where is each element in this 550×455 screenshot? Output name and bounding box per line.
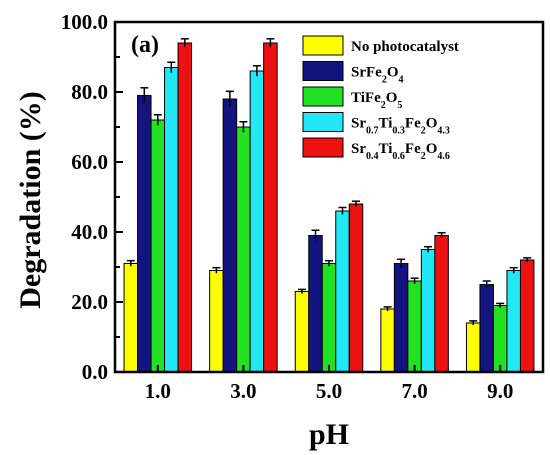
bar [249, 70, 265, 373]
bar [506, 270, 521, 373]
bar [492, 305, 508, 373]
legend-swatch [302, 61, 344, 81]
x-axis-title: pH [309, 418, 349, 451]
panel-label: (a) [131, 32, 159, 58]
bar [380, 308, 395, 373]
ticks-layer: 0.0 20.0 40.0 60.0 80.0 100.0 1.0 3.0 5.0 7.0 9.0 [61, 10, 514, 403]
bar [335, 210, 350, 373]
bar [236, 126, 251, 373]
bar [393, 263, 409, 373]
bar [123, 263, 139, 373]
bar [222, 98, 238, 373]
bar [465, 322, 481, 373]
y-axis-title: Degradation (%) [14, 91, 47, 308]
y-tick-label: 80.0 [71, 80, 108, 104]
x-tick-label: 1.0 [145, 379, 171, 403]
legend-swatch [302, 35, 344, 56]
bar [137, 95, 152, 373]
legend-swatch [302, 86, 344, 107]
y-tick-label: 0.0 [82, 360, 108, 384]
bar [177, 42, 193, 373]
bar [209, 270, 224, 373]
legend-label: SrFe2O4 [351, 65, 404, 86]
bar [321, 263, 337, 373]
bar [434, 235, 449, 373]
bar [294, 291, 310, 373]
legend-swatch [302, 112, 344, 132]
y-tick-label: 100.0 [61, 10, 108, 34]
bar [479, 284, 494, 373]
y-tick-label: 20.0 [71, 290, 108, 314]
x-tick-label: 9.0 [487, 379, 513, 403]
x-tick-label: 5.0 [316, 379, 342, 403]
legend-label: No photocatalyst [351, 39, 459, 55]
y-tick-label: 40.0 [71, 220, 108, 244]
bar [519, 259, 535, 373]
legend-swatch [302, 137, 344, 158]
bar [164, 67, 179, 373]
legend-label: Sr0.7Ti0.3Fe2O4.3 [351, 116, 450, 137]
legend: No photocatalyst SrFe2O4 TiFe2O5 Sr0.7Ti0.3… [302, 35, 459, 162]
x-tick-label: 7.0 [401, 379, 427, 403]
bar [263, 42, 278, 373]
bar [420, 249, 436, 373]
plot-frame [113, 20, 545, 374]
bar [308, 235, 323, 373]
x-tick-label: 3.0 [230, 379, 256, 403]
bar [150, 119, 166, 373]
bar [407, 280, 422, 373]
legend-label: Sr0.4Ti0.6Fe2O4.6 [351, 141, 450, 162]
bar [348, 203, 364, 373]
legend-label: TiFe2O5 [351, 90, 402, 111]
y-tick-label: 60.0 [71, 150, 108, 174]
